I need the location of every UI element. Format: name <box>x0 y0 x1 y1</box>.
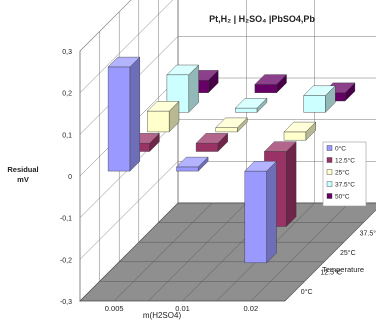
bar-top-face <box>303 85 336 96</box>
y-tick-label: -0,2 <box>60 257 72 264</box>
legend-swatch <box>326 181 333 187</box>
legend-label: 50°C <box>335 193 350 201</box>
y-tick-label: 0 <box>68 174 72 181</box>
y-tick-label: 0,2 <box>62 91 72 98</box>
gridline <box>79 0 174 93</box>
bar-side-face <box>266 160 277 264</box>
bar-top-face <box>215 117 248 128</box>
bar-top-face <box>107 56 141 68</box>
bar-top-face <box>283 121 317 133</box>
bar-top-face <box>146 101 180 112</box>
legend-swatch <box>326 169 333 175</box>
legend-swatch <box>326 157 333 163</box>
y-tick-labels: 0,3 0,2 0,1 0 -0,1 -0,2 -0,3 <box>60 49 72 306</box>
bar-front-face <box>176 166 199 172</box>
bar-0°C-0.02 <box>244 160 277 264</box>
bar-front-face <box>195 142 219 152</box>
bar-front-face <box>235 107 258 113</box>
gridline <box>79 0 132 52</box>
y-axis-label-line2: mV <box>17 175 29 184</box>
bar-front-face <box>107 66 131 172</box>
bar-top-face <box>195 133 229 144</box>
bar-25°C-0.01 <box>215 117 248 133</box>
bar-side-face <box>286 141 297 227</box>
y-tick-label: 0,1 <box>62 132 72 139</box>
y-axis-label-line1: Residual <box>7 165 38 174</box>
bar-top-face <box>176 156 209 168</box>
bar-37.5°C-0.02 <box>303 85 336 113</box>
floor-gridline <box>148 202 247 302</box>
bar-25°C-0.02 <box>283 121 317 141</box>
bar-front-face <box>244 170 267 263</box>
x-tick-label: 0.005 <box>105 304 124 313</box>
legend-label: 25°C <box>335 169 350 177</box>
bar-front-face <box>147 110 170 133</box>
floor-gridline <box>79 202 179 302</box>
chart-floor <box>79 202 376 302</box>
bar-side-face <box>129 56 141 172</box>
y-tick-label: 0,3 <box>62 49 72 56</box>
chart-title: Pt,H₂ | H₂SO₄ |PbSO4,Pb <box>209 14 315 24</box>
z-axis-label: Temperature <box>322 265 364 274</box>
legend-label: 37.5°C <box>335 181 355 189</box>
floor-gridline <box>113 202 213 302</box>
x-tick-labels: 0.005 0.01 0.02 <box>105 304 258 313</box>
z-tick-label: 0°C <box>301 288 313 296</box>
bar-top-face <box>244 161 277 172</box>
bar-0°C-0.005 <box>107 56 141 172</box>
bar-12.5°C-0.01 <box>195 132 229 152</box>
legend-label: 0°C <box>335 145 346 153</box>
bar-25°C-0.005 <box>146 100 180 133</box>
y-tick-label: -0,3 <box>60 299 72 306</box>
floor-gridline <box>250 202 350 302</box>
x-tick-label: 0.01 <box>175 304 190 313</box>
bar-front-face <box>215 127 238 133</box>
bar-top-face <box>166 64 200 76</box>
bar-top-face <box>254 74 287 85</box>
y-tick-label: -0,1 <box>60 216 72 223</box>
x-tick-label: 0.02 <box>244 304 259 313</box>
z-tick-label: 25°C <box>340 249 356 257</box>
bar-50°C-0.01 <box>254 74 287 94</box>
legend-swatch <box>326 145 333 151</box>
bar-front-face <box>303 95 326 113</box>
z-tick-label: 12.5°C <box>320 269 341 277</box>
z-tick-labels: 0°C12.5°C25°C37.5°C50°C <box>301 229 376 296</box>
legend: 0°C 12.5°C 25°C 37.5°C 50°C <box>322 141 367 207</box>
bar-top-face <box>263 141 297 152</box>
x-axis-label: m(H2SO4) <box>143 311 182 320</box>
bar-front-face <box>254 84 277 93</box>
floor-gridline <box>284 209 376 302</box>
chart-bars <box>107 56 356 264</box>
bar-front-face <box>283 131 307 141</box>
bar-37.5°C-0.01 <box>234 97 268 113</box>
bar-top-face <box>234 98 268 109</box>
bar-0°C-0.01 <box>176 156 209 172</box>
z-tick-label: 37.5°C <box>360 229 376 237</box>
legend-swatch <box>326 193 333 199</box>
legend-label: 12.5°C <box>335 157 355 165</box>
